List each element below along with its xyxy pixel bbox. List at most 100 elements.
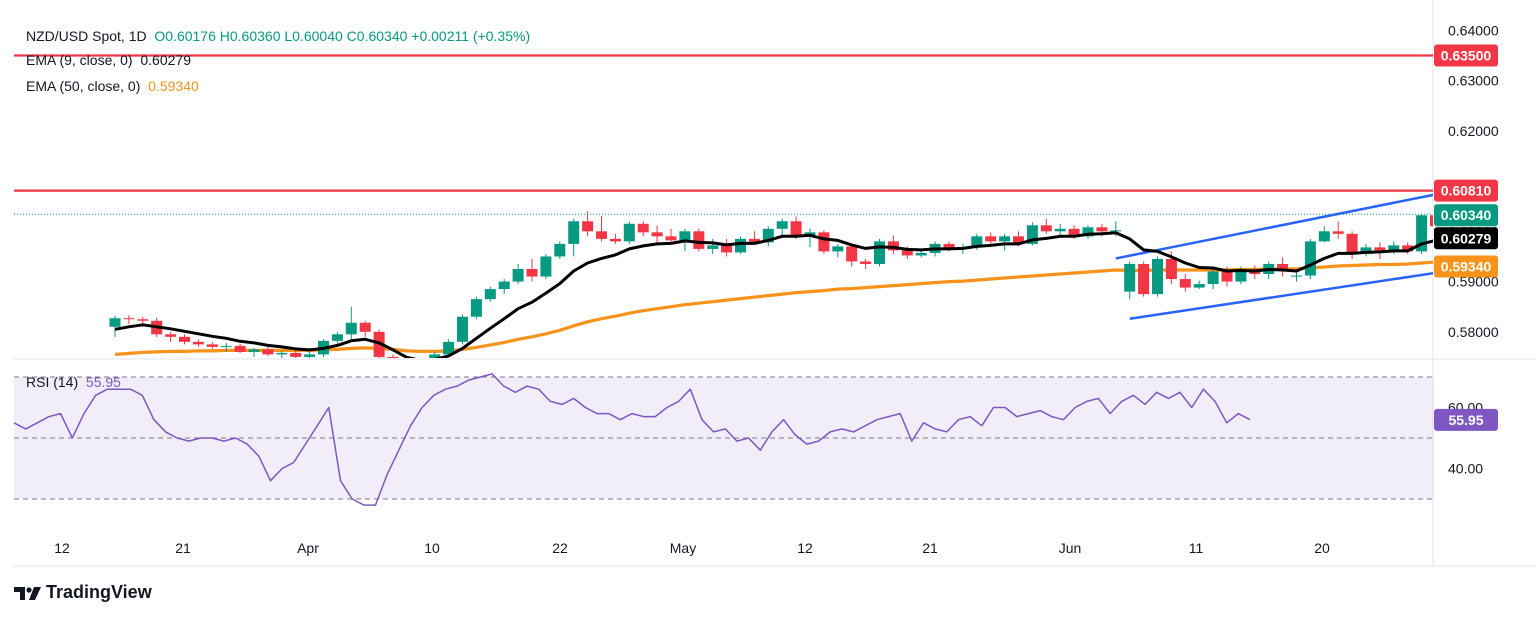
candle-down [262, 346, 274, 356]
tradingview-logo[interactable]: TradingView [14, 582, 152, 603]
rsi-line [13, 373, 1251, 506]
candle-body [901, 250, 913, 256]
candle-up [1318, 226, 1330, 243]
candle-body [220, 345, 232, 347]
candle-body [1402, 245, 1414, 252]
candle-up [1193, 280, 1205, 290]
ema9-label: EMA (9, close, 0) [26, 52, 133, 68]
candle-up [1054, 223, 1066, 237]
time-tick-label: 21 [175, 540, 191, 556]
price-badge: 0.60340 [1434, 204, 1498, 227]
candle-body [165, 334, 177, 337]
candle-body [429, 354, 441, 358]
candle-body [790, 221, 802, 237]
candle-up [1500, 207, 1511, 224]
candle-body [776, 221, 788, 229]
candle-body [735, 238, 746, 253]
candle-up [762, 226, 774, 247]
candle-body [1096, 227, 1108, 232]
candle-body [651, 232, 663, 237]
candle-up [540, 253, 552, 280]
candle-up [1124, 261, 1136, 300]
tradingview-icon [14, 586, 41, 600]
candle-down [1430, 215, 1433, 227]
ohlc-change: +0.00211 (+0.35%) [411, 28, 531, 44]
candle-body [1374, 247, 1386, 251]
candle-body [609, 238, 621, 242]
candle-body [818, 232, 830, 252]
candle-body [1332, 231, 1344, 234]
time-tick-label: 22 [552, 540, 568, 556]
candle-down [665, 228, 677, 244]
candles-layer [109, 206, 1536, 358]
symbol-legend: NZD/USD Spot, 1D O0.60176 H0.60360 L0.60… [26, 26, 530, 46]
time-tick-label: Jun [1059, 540, 1082, 556]
candle-body [1068, 228, 1080, 237]
grid-layer [14, 0, 1536, 567]
candle-up [331, 331, 343, 345]
price-badge-bg [1434, 204, 1498, 227]
candle-body [860, 261, 872, 264]
candle-down [1040, 218, 1052, 234]
candle-up [1207, 269, 1219, 290]
candle-down [290, 349, 302, 358]
candle-body [1026, 225, 1038, 244]
candle-body [540, 256, 552, 277]
badges-layer: 0.63500 0.60810 0.60340 0.60279 0.59340 [1434, 44, 1498, 278]
candle-down [818, 230, 830, 254]
candle-up [484, 286, 496, 302]
candle-down [846, 243, 858, 267]
ohlc-open: O0.60176 [154, 28, 216, 44]
candle-body [637, 223, 649, 233]
candle-body [1152, 258, 1163, 295]
candle-body [290, 352, 302, 357]
candle-down [123, 315, 135, 325]
candle-body [470, 299, 482, 317]
candle-body [665, 236, 677, 241]
candle-body [1110, 230, 1122, 232]
price-badge-bg [1434, 255, 1498, 278]
candle-up [707, 238, 719, 254]
candle-body [1138, 263, 1150, 295]
candle-body [1179, 279, 1191, 288]
candle-down [359, 320, 371, 337]
price-badge-text: 0.60810 [1441, 183, 1492, 199]
candle-up [623, 221, 635, 244]
rsi-tick-label: 40.00 [1448, 461, 1483, 477]
candle-body [248, 349, 260, 352]
time-tick-label: May [670, 540, 696, 556]
candle-body [1304, 241, 1316, 276]
candle-body [1040, 225, 1052, 232]
candle-body [1082, 227, 1094, 237]
candle-up [443, 339, 455, 357]
candle-body [192, 341, 204, 345]
candle-body [1277, 263, 1289, 271]
candle-up [220, 342, 232, 352]
ema9-line [114, 231, 1433, 358]
candle-up [470, 296, 482, 320]
time-tick-label: 20 [1314, 540, 1330, 556]
candle-down [1179, 274, 1191, 292]
candle-body [345, 322, 357, 335]
rsi-value: 55.95 [85, 374, 121, 390]
candle-up [999, 233, 1011, 251]
candle-body [1165, 258, 1177, 280]
candle-body [1527, 206, 1536, 212]
time-tick-label: 12 [797, 540, 813, 556]
levels-layer [14, 54, 1433, 215]
candle-up [429, 351, 441, 358]
candle-body [582, 221, 594, 232]
candle-down [165, 331, 177, 342]
candle-body [679, 231, 691, 241]
price-badge: 0.60810 [1434, 179, 1498, 202]
candle-body [526, 269, 538, 277]
candle-down [234, 343, 246, 353]
channel-lower-line [1129, 272, 1433, 320]
candle-body [443, 341, 455, 355]
candle-down [1138, 261, 1150, 297]
rsi-badge-bg [1434, 408, 1498, 431]
candle-up [1152, 256, 1163, 297]
candle-body [1318, 231, 1330, 242]
rsi-badge: 55.95 [1434, 408, 1498, 431]
ema50-layer [114, 260, 1433, 356]
